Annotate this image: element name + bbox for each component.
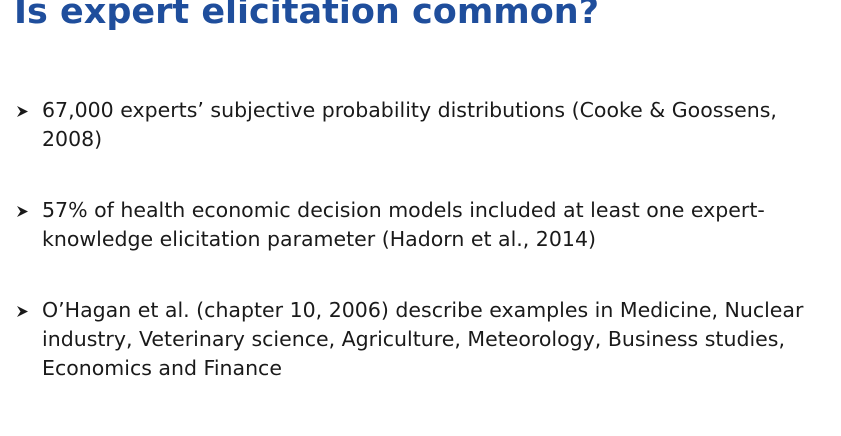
bullet-text: O’Hagan et al. (chapter 10, 2006) descri… <box>42 298 804 380</box>
bullet-item: O’Hagan et al. (chapter 10, 2006) descri… <box>14 296 829 383</box>
arrow-bullet-icon <box>17 106 28 117</box>
bullet-item: 57% of health economic decision models i… <box>14 196 829 254</box>
slide-title: Is expert elicitation common? <box>14 0 600 32</box>
bullet-list: 67,000 experts’ subjective probability d… <box>14 96 829 383</box>
bullet-item: 67,000 experts’ subjective probability d… <box>14 96 829 154</box>
arrow-bullet-icon <box>17 306 28 317</box>
bullet-text: 57% of health economic decision models i… <box>42 198 765 251</box>
bullet-text: 67,000 experts’ subjective probability d… <box>42 98 777 151</box>
arrow-bullet-icon <box>17 206 28 217</box>
